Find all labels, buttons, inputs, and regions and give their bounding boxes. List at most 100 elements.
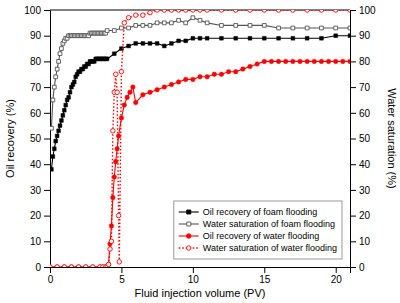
y2-axis: 0102030405060708090100	[350, 5, 376, 273]
point	[220, 24, 224, 28]
tick-label: 10	[30, 236, 42, 247]
tick: 60	[350, 108, 371, 119]
point	[61, 113, 65, 117]
point	[305, 10, 310, 12]
tick-mark	[44, 113, 50, 114]
tick-label: 60	[30, 108, 42, 119]
legend-item: Oil recovery of water flooding	[179, 231, 320, 241]
tick: 100	[350, 5, 376, 16]
point	[119, 69, 124, 74]
point	[333, 10, 338, 12]
point	[248, 10, 253, 12]
tick: 80	[350, 56, 371, 67]
tick-label: 20	[30, 210, 42, 221]
point	[50, 265, 52, 267]
point	[269, 59, 274, 64]
tick-mark	[44, 164, 50, 165]
point	[111, 129, 116, 134]
point	[50, 167, 53, 171]
tick: 20	[331, 267, 343, 285]
point	[205, 10, 210, 12]
point	[291, 10, 296, 12]
legend-marker	[187, 222, 191, 226]
point	[177, 18, 181, 22]
tick-mark	[350, 10, 356, 11]
point	[348, 10, 350, 12]
point	[326, 59, 331, 64]
point	[72, 80, 76, 84]
point	[58, 52, 62, 56]
line	[50, 10, 350, 267]
point	[320, 36, 324, 40]
tick: 0	[35, 262, 50, 273]
point	[191, 77, 196, 82]
point	[248, 24, 252, 28]
tick-label: 90	[359, 30, 371, 41]
point	[106, 262, 111, 267]
tick-mark	[350, 87, 356, 88]
tick: 0	[48, 267, 54, 285]
point	[113, 72, 118, 77]
point	[76, 265, 81, 267]
point	[133, 13, 138, 18]
tick-label: 90	[30, 30, 42, 41]
point	[305, 36, 309, 40]
point	[255, 62, 260, 67]
point	[320, 26, 324, 30]
point	[52, 147, 56, 151]
point	[141, 93, 146, 98]
point	[176, 80, 181, 85]
point	[57, 60, 61, 64]
legend-label: Oil recovery of foam flooding	[203, 207, 318, 217]
legend-marker	[186, 246, 191, 251]
point	[277, 36, 281, 40]
tick-label: 100	[24, 5, 41, 16]
y-axis: 0102030405060708090100	[24, 5, 50, 273]
tick: 40	[30, 159, 50, 170]
point	[148, 10, 153, 15]
point	[155, 42, 159, 46]
tick-mark	[44, 267, 50, 268]
series-layer	[50, 10, 350, 267]
tick-mark	[350, 216, 356, 217]
point	[62, 265, 67, 267]
point	[205, 21, 209, 25]
point	[112, 29, 116, 33]
tick-label: 15	[259, 274, 271, 285]
tick-label: 30	[30, 185, 42, 196]
point	[191, 10, 196, 12]
point	[262, 24, 266, 28]
tick-mark	[44, 241, 50, 242]
tick-label: 70	[30, 82, 42, 93]
tick-label: 5	[119, 274, 125, 285]
tick: 10	[30, 236, 50, 247]
point	[169, 10, 174, 12]
point	[183, 77, 188, 82]
point	[91, 265, 96, 267]
x-axis: 05101520	[48, 267, 351, 285]
point	[184, 21, 188, 25]
tick: 50	[350, 133, 371, 144]
chart: 0510152001020304050607080901000102030405…	[0, 0, 400, 303]
tick-mark	[350, 241, 356, 242]
point	[312, 59, 317, 64]
tick-label: 20	[359, 210, 371, 221]
tick-label: 40	[359, 159, 371, 170]
point	[276, 10, 281, 12]
point	[170, 21, 174, 25]
point	[127, 26, 131, 30]
point	[212, 72, 217, 77]
point	[341, 59, 346, 64]
point	[283, 59, 288, 64]
series	[50, 10, 350, 267]
legend-item: Water saturation of foam flooding	[179, 219, 335, 229]
legend: Oil recovery of foam flooding Water satur…	[174, 201, 342, 259]
point	[69, 265, 74, 267]
legend-marker	[187, 210, 191, 214]
tick: 15	[259, 267, 271, 285]
point	[57, 129, 61, 133]
point	[55, 134, 59, 138]
point	[126, 15, 131, 20]
tick-mark	[121, 267, 122, 273]
point	[68, 90, 72, 94]
